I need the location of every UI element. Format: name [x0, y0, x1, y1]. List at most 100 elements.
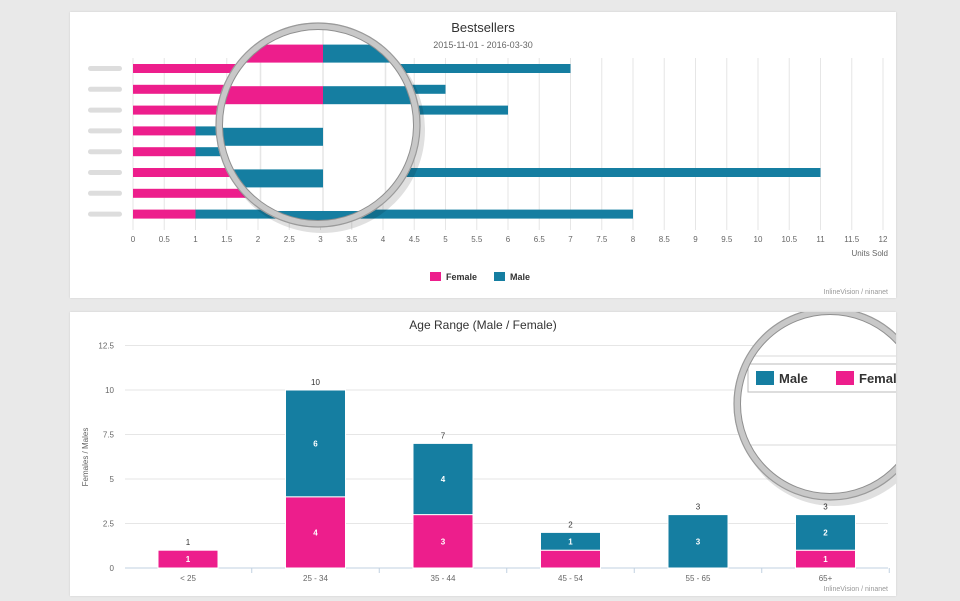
- lens-female-bar: [70, 294, 73, 298]
- legend-label-male[interactable]: Male: [510, 272, 530, 282]
- x-tick-label: < 25: [180, 574, 196, 583]
- legend-label-male[interactable]: Male: [779, 371, 808, 386]
- female-bar[interactable]: [133, 168, 258, 177]
- x-tick-label: 25 - 34: [303, 574, 328, 583]
- y-axis-title: Females / Males: [81, 428, 90, 487]
- female-bar[interactable]: [133, 188, 258, 198]
- male-bar[interactable]: [258, 168, 821, 177]
- data-label: 1: [568, 537, 573, 546]
- bars: 11461034712033123: [157, 378, 856, 569]
- x-tick-label: 8.5: [659, 235, 671, 244]
- y-tick-label: 2.5: [103, 520, 115, 529]
- x-tick-label: 35 - 44: [431, 574, 456, 583]
- total-label: 2: [568, 520, 573, 529]
- female-bar[interactable]: [133, 126, 196, 136]
- chart-credit[interactable]: InlineVision / ninanet: [824, 289, 889, 296]
- category-label-blurred: [88, 86, 122, 92]
- x-tick-label: 5: [443, 235, 448, 244]
- male-column[interactable]: [285, 389, 346, 498]
- category-label-blurred: [88, 128, 122, 134]
- x-tick-label: 0: [131, 235, 136, 244]
- x-tick-label: 11: [816, 235, 825, 244]
- total-label: 7: [441, 431, 446, 440]
- female-column[interactable]: [285, 496, 346, 569]
- x-tick-label: 8: [631, 235, 636, 244]
- x-tick-label: 11.5: [844, 235, 860, 244]
- lens-female-bar: [70, 169, 73, 187]
- category-label-blurred: [88, 107, 122, 113]
- x-tick-label: 55 - 65: [686, 574, 711, 583]
- x-tick-label: 2: [256, 235, 261, 244]
- total-label: 3: [696, 503, 701, 512]
- x-tick-label: 4.5: [409, 235, 421, 244]
- female-bar[interactable]: [133, 64, 258, 73]
- x-tick-labels: < 25 25 - 34 35 - 44 45 - 54 55 - 65 65+: [180, 568, 890, 583]
- legend[interactable]: Male Female: [747, 363, 920, 393]
- chart-credit[interactable]: InlineVision / ninanet: [824, 586, 889, 593]
- legend-swatch-male: [756, 371, 774, 385]
- male-column[interactable]: [667, 514, 729, 569]
- legend-swatch-male: [494, 272, 505, 281]
- y-tick-labels: 0 2.5 5 7.5 10 12.5: [98, 342, 114, 574]
- female-bar[interactable]: [133, 147, 196, 157]
- x-tick-label: 3: [318, 235, 323, 244]
- male-column[interactable]: [540, 531, 601, 551]
- lens-male-bar: [323, 86, 414, 105]
- male-bar[interactable]: [258, 64, 571, 73]
- chart-subtitle: 2015-11-01 - 2016-03-30: [433, 40, 532, 50]
- data-label: 3: [441, 537, 446, 546]
- category-label-blurred: [88, 149, 122, 155]
- data-label: 2: [823, 528, 828, 537]
- total-label: 10: [311, 378, 320, 387]
- x-tick-label: 2.5: [284, 235, 296, 244]
- total-label: 1: [186, 538, 191, 547]
- female-column[interactable]: [540, 549, 601, 569]
- x-tick-labels: 0 0.5 1 1.5 2 2.5 3 3.5 4 4.5 5 5.5 6 6.5 7 7.5 8 8.5 9 9.5…: [131, 235, 888, 244]
- y-tick-label: 10: [105, 386, 114, 395]
- category-labels: [88, 66, 122, 217]
- x-axis-title: Units Sold: [852, 249, 888, 258]
- legend[interactable]: Female Male: [430, 272, 530, 282]
- x-tick-label: 12: [879, 235, 888, 244]
- x-tick-label: 65+: [819, 574, 833, 583]
- lens-female-bar: [222, 44, 323, 63]
- age-range-panel: Age Range (Male / Female) 0 2.5 5 7.5 10 12.5…: [70, 307, 931, 596]
- x-tick-label: 5.5: [471, 235, 483, 244]
- lens-male-bar: [222, 211, 414, 221]
- female-column[interactable]: [412, 514, 474, 569]
- x-tick-label: 9: [693, 235, 698, 244]
- x-tick-label: 10.5: [781, 235, 797, 244]
- lens-male-bar: [73, 294, 896, 298]
- female-bar[interactable]: [133, 209, 196, 219]
- data-label: 1: [823, 555, 828, 564]
- x-tick-label: 9.5: [721, 235, 733, 244]
- x-tick-label: 6.5: [534, 235, 546, 244]
- legend-swatch-female: [836, 371, 854, 385]
- female-column[interactable]: [157, 549, 219, 569]
- category-label-blurred: [88, 170, 122, 175]
- data-label: 4: [441, 475, 446, 484]
- bestsellers-chart: Bestsellers 2015-11-01 - 2016-03-30 0 0.5…: [70, 12, 896, 298]
- data-label: 6: [313, 439, 318, 448]
- x-tick-label: 45 - 54: [558, 574, 583, 583]
- total-label: 3: [823, 503, 828, 512]
- x-tick-label: 3.5: [346, 235, 358, 244]
- legend-label-female[interactable]: Female: [859, 371, 904, 386]
- x-tick-label: 6: [506, 235, 511, 244]
- bestsellers-panel: Bestsellers 2015-11-01 - 2016-03-30 0 0.5…: [70, 12, 896, 298]
- male-bar[interactable]: [195, 209, 634, 219]
- category-label-blurred: [88, 211, 122, 217]
- chart-title: Age Range (Male / Female): [409, 318, 556, 332]
- chart-title: Bestsellers: [451, 20, 515, 35]
- lens-female-bar: [70, 128, 73, 146]
- category-label-blurred: [88, 190, 122, 196]
- legend-label-female[interactable]: Female: [446, 272, 477, 282]
- x-tick-label: 4: [381, 235, 386, 244]
- x-tick-label: 7.5: [596, 235, 608, 244]
- lens-female-bar: [70, 12, 198, 21]
- legend-swatch-female: [430, 272, 441, 281]
- male-column[interactable]: [412, 442, 474, 516]
- male-column[interactable]: [795, 514, 856, 551]
- x-tick-label: 0.5: [159, 235, 171, 244]
- data-label: 4: [313, 528, 318, 537]
